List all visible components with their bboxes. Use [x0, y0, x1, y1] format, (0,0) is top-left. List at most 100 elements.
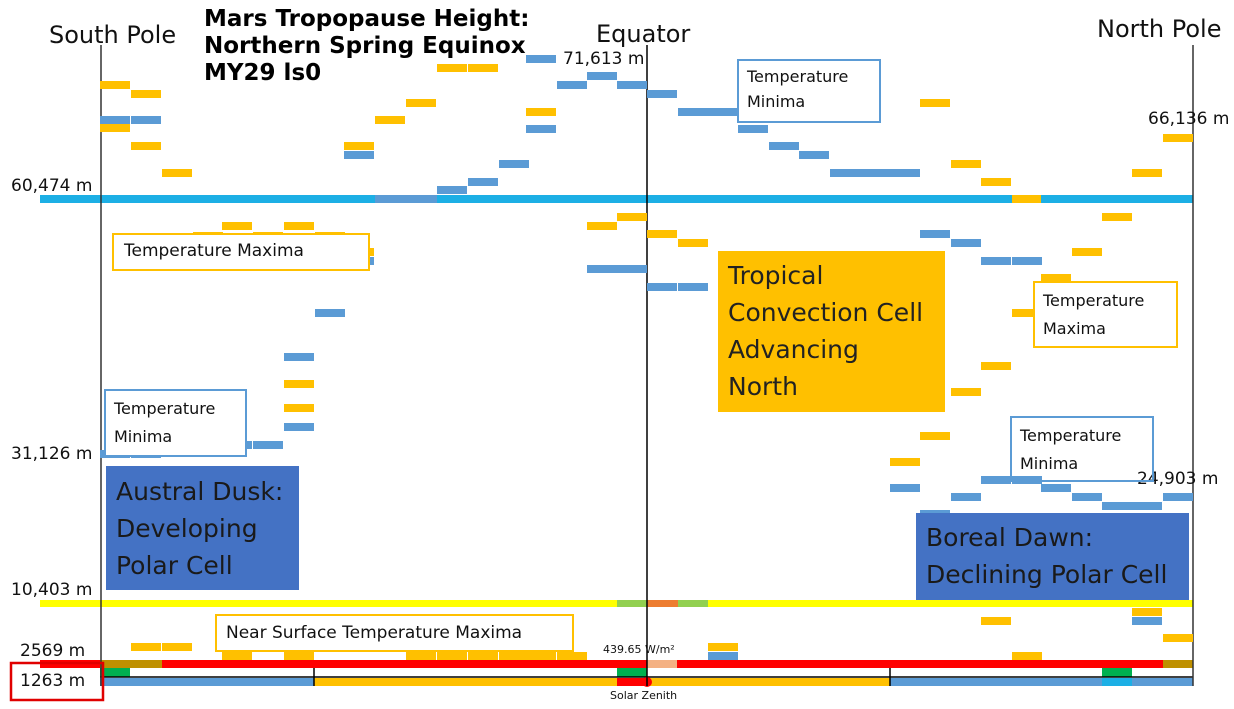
- temperature-minima-dash-38: [587, 72, 617, 80]
- temperature-maxima-dash-66: [890, 458, 920, 466]
- temperature-maxima-dash-5: [344, 142, 374, 150]
- surface-blue-left: [100, 678, 314, 686]
- temperature-minima-dash-41: [617, 265, 647, 273]
- temperature-minima-dash-73: [678, 108, 708, 116]
- near-surface-maxima-label: Near Surface Temperature Maxima: [226, 623, 523, 643]
- peak-height-label: 71,613 m: [563, 49, 645, 69]
- line-10403-seg3: [678, 600, 708, 607]
- temperature-maxima-dash-68: [981, 617, 1011, 625]
- temperature-maxima-dash-65: [981, 362, 1011, 370]
- temperature-minima-dash-35: [526, 125, 556, 133]
- line-2569-seg3: [1163, 660, 1193, 668]
- title-line-1: Mars Tropopause Height:: [204, 6, 530, 32]
- temperature-minima-dash-92: [1041, 484, 1071, 492]
- temperature-minima-dash-86: [1012, 257, 1042, 265]
- temperature-minima-left-line2: Minima: [114, 427, 173, 446]
- irradiance-label: 439.65 W/m²: [603, 643, 675, 656]
- temperature-maxima-dash-10: [526, 108, 556, 116]
- temperature-minima-dash-76: [769, 142, 799, 150]
- temperature-maxima-dash-58: [1012, 309, 1042, 317]
- temperature-minima-dash-30: [131, 116, 161, 124]
- temperature-minima-dash-47: [253, 441, 283, 449]
- line-2569-seg2: [647, 660, 677, 668]
- temperature-maxima-dash-60: [1072, 248, 1102, 256]
- temperature-minima-dash-44: [284, 353, 314, 361]
- temperature-maxima-dash-23: [406, 652, 436, 660]
- temperature-minima-left-box: Temperature Minima: [104, 389, 247, 457]
- temperature-minima-dash-84: [951, 239, 981, 247]
- line-10403-seg1: [617, 600, 647, 607]
- temperature-minima-dash-43: [315, 309, 345, 317]
- line-60474-segment: [375, 195, 437, 203]
- surface-green-1: [100, 668, 130, 677]
- temperature-maxima-dash-21: [222, 652, 252, 660]
- solar-zenith-label: Solar Zenith: [610, 689, 678, 702]
- temperature-minima-top-box: Temperature Minima: [737, 59, 881, 123]
- temperature-maxima-dash-12: [222, 222, 252, 230]
- temperature-maxima-dash-2: [100, 124, 130, 132]
- temperature-maxima-dash-63: [1163, 134, 1193, 142]
- temperature-maxima-dash-57: [981, 178, 1011, 186]
- temperature-maxima-dash-9: [468, 64, 498, 72]
- temperature-minima-dash-36: [526, 55, 556, 63]
- temperature-minima-dash-75: [738, 125, 768, 133]
- temperature-minima-dash-81: [647, 283, 677, 291]
- temperature-minima-dash-37: [557, 81, 587, 89]
- temperature-maxima-dash-64: [951, 388, 981, 396]
- temperature-maxima-dash-50: [587, 222, 617, 230]
- temperature-minima-right-line2: Minima: [1020, 454, 1079, 473]
- height-31126-label: 31,126 m: [11, 444, 93, 464]
- temperature-maxima-right-line1: Temperature: [1043, 291, 1145, 310]
- temperature-maxima-dash-62: [1132, 169, 1162, 177]
- surface-blue-right: [890, 678, 1193, 686]
- temperature-minima-dash-29: [100, 116, 130, 124]
- temperature-minima-dash-40: [587, 265, 617, 273]
- tropical-convection-box: Tropical Convection Cell Advancing North: [718, 251, 945, 412]
- temperature-maxima-right-box: Temperature Maxima: [1033, 281, 1178, 348]
- north-pole-label: North Pole: [1097, 15, 1222, 43]
- surface-orange-mid: [314, 678, 890, 686]
- boreal-line2: Declining Polar Cell: [926, 560, 1168, 589]
- label-1263-box: [9, 661, 105, 702]
- temperature-maxima-left-box: Temperature Maxima: [112, 233, 370, 271]
- temperature-minima-dash-31: [344, 151, 374, 159]
- temperature-maxima-dash-7: [406, 99, 436, 107]
- temperature-maxima-left-label: Temperature Maxima: [124, 241, 304, 261]
- austral-line3: Polar Cell: [116, 551, 233, 580]
- temperature-minima-dash-87: [890, 484, 920, 492]
- temperature-maxima-dash-8: [437, 64, 467, 72]
- temperature-minima-dash-96: [1163, 493, 1193, 501]
- surface-green-3: [1102, 668, 1132, 677]
- diagram-title: Mars Tropopause Height: Northern Spring …: [204, 6, 529, 87]
- height-1263-label: 1263 m: [20, 671, 86, 691]
- temperature-minima-dash-89: [951, 493, 981, 501]
- temperature-maxima-dash-26: [499, 652, 529, 660]
- temperature-minima-dash-85: [981, 257, 1011, 265]
- temperature-minima-dash-77: [799, 151, 829, 159]
- temperature-maxima-dash-19: [131, 643, 161, 651]
- near-surface-maxima-box: Near Surface Temperature Maxima: [215, 614, 574, 652]
- line-2569: [40, 660, 1193, 668]
- temperature-maxima-dash-54: [708, 643, 738, 651]
- temperature-minima-dash-80: [890, 169, 920, 177]
- austral-line1: Austral Dusk:: [116, 477, 284, 506]
- line-10403: [40, 600, 1193, 607]
- temperature-maxima-dash-27: [526, 652, 556, 660]
- tropical-line4: North: [728, 372, 798, 401]
- height-2569-label: 2569 m: [20, 641, 86, 661]
- temperature-maxima-dash-17: [284, 380, 314, 388]
- temperature-minima-dash-82: [678, 283, 708, 291]
- temperature-maxima-dash-20: [162, 643, 192, 651]
- temperature-maxima-dash-18: [284, 404, 314, 412]
- austral-line2: Developing: [116, 514, 258, 543]
- temperature-minima-dash-90: [981, 476, 1011, 484]
- temperature-maxima-dash-0: [100, 81, 130, 89]
- north-top-height-label: 66,136 m: [1148, 109, 1230, 129]
- austral-dusk-box: Austral Dusk: Developing Polar Cell: [106, 466, 299, 590]
- temperature-minima-dash-33: [468, 178, 498, 186]
- temperature-maxima-dash-14: [284, 222, 314, 230]
- temperature-maxima-dash-24: [437, 652, 467, 660]
- temperature-minima-right-line1: Temperature: [1020, 426, 1122, 445]
